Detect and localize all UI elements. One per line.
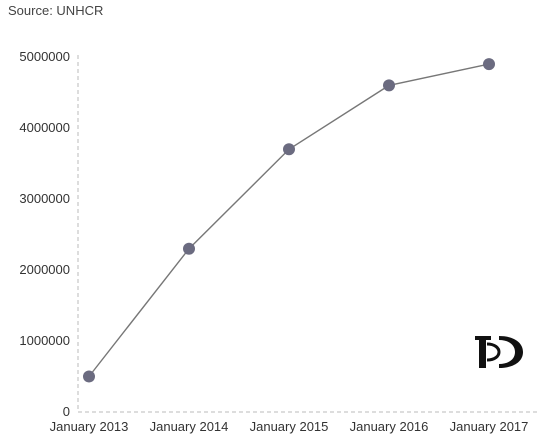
data-point (283, 143, 295, 156)
y-tick-label: 3000000 (19, 191, 70, 206)
x-tick-label: January 2015 (250, 419, 329, 434)
data-point (483, 58, 495, 71)
data-point (83, 370, 95, 383)
x-tick-label: January 2014 (150, 419, 229, 434)
y-tick-label: 0 (63, 404, 70, 419)
logo (475, 336, 523, 368)
y-tick-label: 1000000 (19, 333, 70, 348)
x-tick-label: January 2016 (350, 419, 429, 434)
x-tick-label: January 2013 (50, 419, 129, 434)
x-axis-tick-labels: January 2013 January 2014 January 2015 Janu… (50, 419, 529, 434)
series-layer (83, 58, 495, 383)
y-axis-tick-labels: 0 1000000 2000000 3000000 4000000 5000000 (19, 49, 70, 419)
y-tick-label: 2000000 (19, 262, 70, 277)
series-line (88, 63, 490, 377)
chart-axes (77, 55, 540, 413)
data-point (383, 79, 395, 92)
data-point (183, 242, 195, 255)
y-tick-label: 4000000 (19, 120, 70, 135)
x-tick-label: January 2017 (450, 419, 529, 434)
y-tick-label: 5000000 (19, 49, 70, 64)
chart-source: Source: UNHCR (8, 3, 104, 18)
